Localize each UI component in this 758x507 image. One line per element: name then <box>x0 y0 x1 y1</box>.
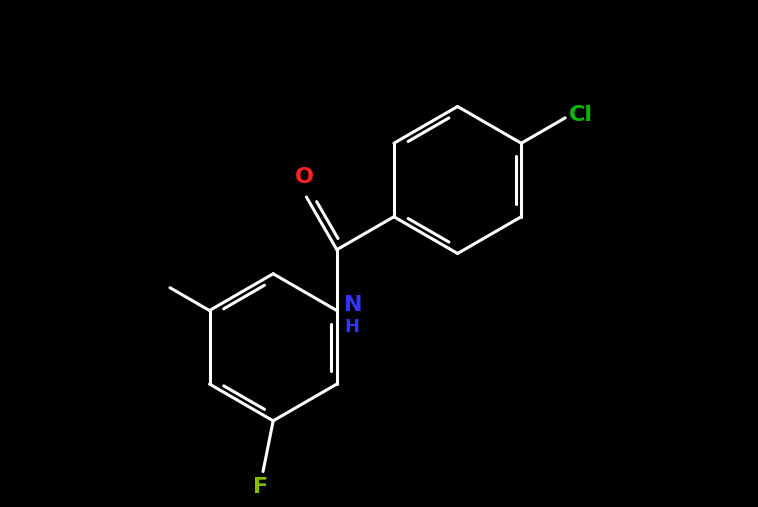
Text: N: N <box>344 296 363 315</box>
Text: F: F <box>253 477 268 496</box>
Text: H: H <box>344 318 359 336</box>
Text: O: O <box>294 167 313 187</box>
Text: Cl: Cl <box>569 105 594 125</box>
